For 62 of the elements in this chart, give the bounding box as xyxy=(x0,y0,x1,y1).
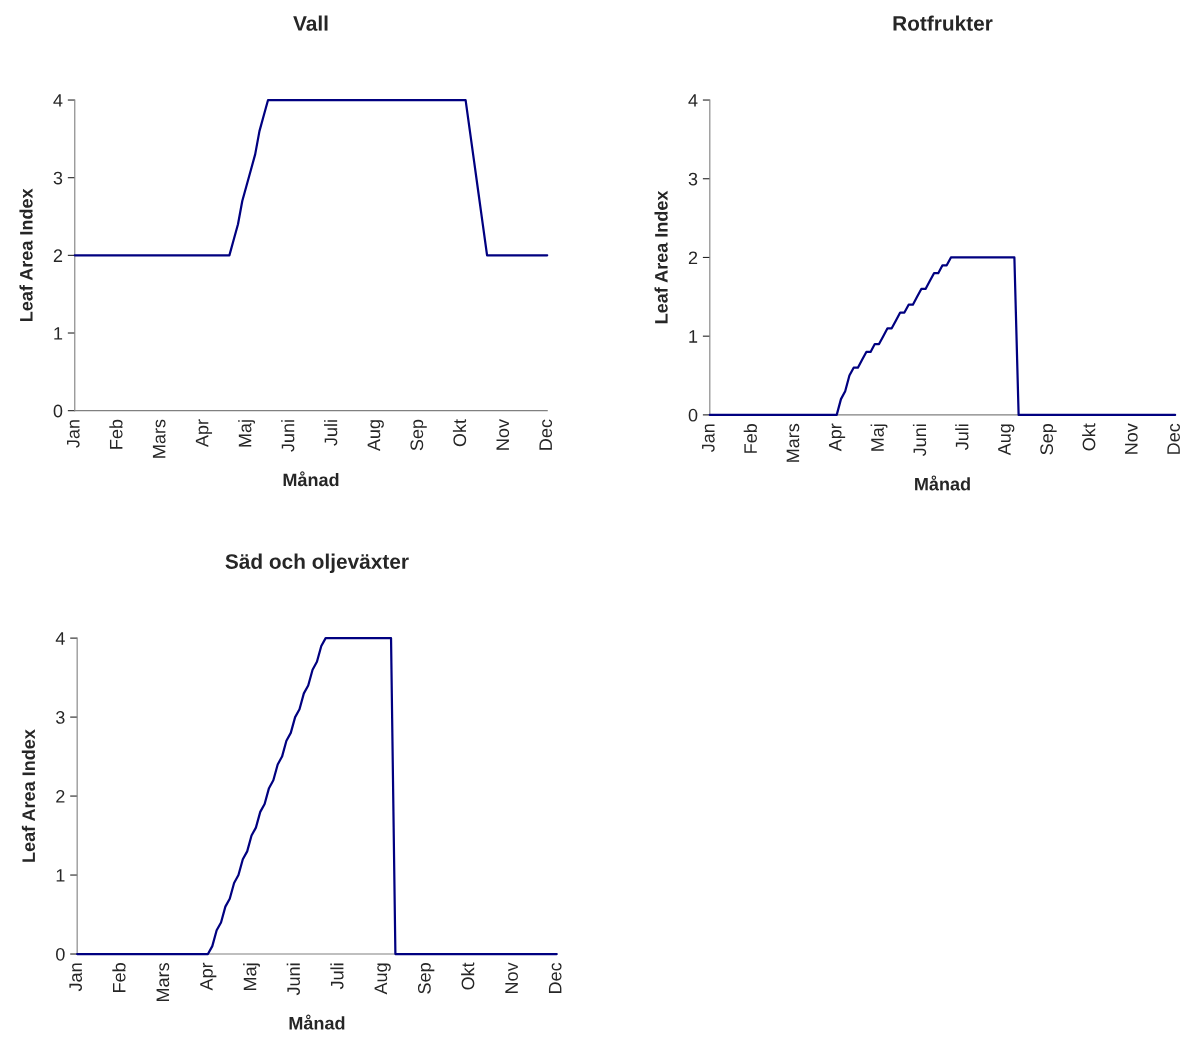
y-tick-label: 4 xyxy=(688,94,698,107)
x-tick-label: Juni xyxy=(912,424,927,457)
x-tick-label: Apr xyxy=(195,419,213,448)
x-tick-label: Sep xyxy=(410,419,427,451)
x-tick-label: Jan xyxy=(67,420,80,448)
x-tick-label: Jan xyxy=(702,424,715,453)
y-tick-label: 1 xyxy=(689,330,698,343)
x-tick-label: Mars xyxy=(786,423,800,462)
x-tick-label: Maj xyxy=(870,424,888,451)
x-tick-label: Sep xyxy=(417,963,435,994)
y-tick-label: 2 xyxy=(56,790,65,803)
x-tick-label: Nov xyxy=(505,962,518,993)
x-tick-label: Maj xyxy=(243,963,260,990)
x-tick-label: Nov xyxy=(496,419,510,450)
x-tick-label: Dec xyxy=(548,962,562,993)
y-tick-label: 2 xyxy=(688,251,698,264)
x-tick-label: Okt xyxy=(1082,423,1096,451)
line-series xyxy=(73,98,549,257)
x-axis-title: Månad xyxy=(915,475,970,491)
y-tick-label: 1 xyxy=(54,327,63,340)
y-axis-title: Leaf Area Index xyxy=(654,190,668,324)
x-tick-label: Juni xyxy=(286,963,300,996)
x-tick-label: Juli xyxy=(955,424,969,451)
y-tick-label: 4 xyxy=(55,632,65,645)
y-tick-label: 4 xyxy=(53,94,63,107)
x-tick-label: Feb xyxy=(743,423,757,453)
x-tick-label: Okt xyxy=(461,962,475,990)
y-tick-label: 1 xyxy=(56,869,65,882)
x-tick-label: Dec xyxy=(1167,423,1180,454)
x-tick-label: Apr xyxy=(200,962,217,991)
x-tick-label: Okt xyxy=(452,419,467,447)
y-tick-label: 0 xyxy=(688,408,698,422)
x-tick-label: Feb xyxy=(109,419,123,449)
x-tick-label: Mars xyxy=(152,419,166,458)
x-tick-label: Juli xyxy=(330,963,344,990)
y-tick-label: 3 xyxy=(688,172,698,186)
chart-title: Vall xyxy=(293,15,328,31)
x-tick-label: Aug xyxy=(367,420,384,452)
y-tick-label: 0 xyxy=(56,947,65,961)
y-tick-label: 3 xyxy=(56,711,65,724)
chart-title: Rotfrukter xyxy=(893,15,993,31)
x-tick-label: Apr xyxy=(828,423,846,452)
y-axis-title: Leaf Area Index xyxy=(19,188,33,322)
y-axis-title: Leaf Area Index xyxy=(21,729,36,862)
chart-title: Säd och oljeväxter xyxy=(225,553,409,573)
x-axis-title: Månad xyxy=(283,471,339,487)
x-tick-label: Jan xyxy=(69,963,82,992)
x-tick-label: Aug xyxy=(374,963,391,995)
x-axis-title: Månad xyxy=(289,1014,345,1030)
x-tick-label: Dec xyxy=(539,419,553,450)
y-tick-label: 0 xyxy=(53,404,63,418)
x-tick-label: Sep xyxy=(1040,423,1057,455)
x-tick-label: Feb xyxy=(112,963,126,992)
y-tick-label: 2 xyxy=(53,249,63,262)
y-tick-label: 3 xyxy=(53,171,63,185)
x-tick-label: Nov xyxy=(1125,423,1138,454)
x-tick-label: Maj xyxy=(238,420,255,447)
x-tick-label: Aug xyxy=(998,424,1015,456)
x-tick-label: Mars xyxy=(156,963,170,1001)
line-series xyxy=(76,637,558,956)
x-tick-label: Juni xyxy=(281,420,295,452)
x-tick-label: Juli xyxy=(324,420,338,446)
